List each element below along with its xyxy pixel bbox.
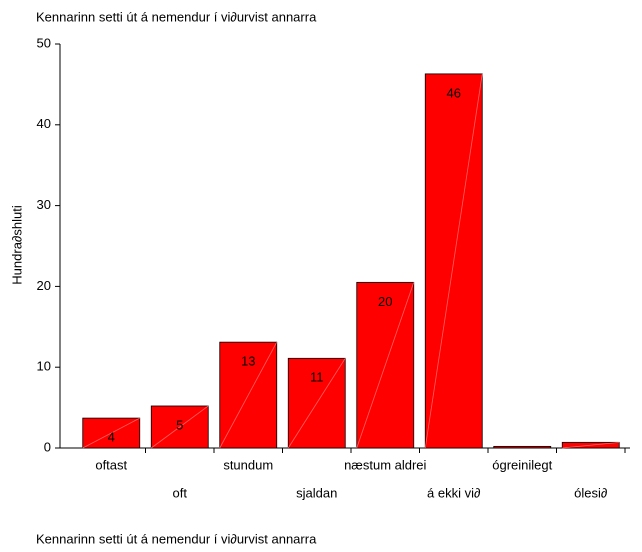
bar (493, 445, 552, 449)
x-axis-label: Kennarinn setti út á nemendur í vi∂urvis… (36, 531, 317, 546)
y-axis-label: Hundra∂shluti (9, 205, 24, 285)
x-tick-label: stundum (223, 457, 273, 472)
bar-shade (356, 282, 415, 449)
bar-shade (151, 405, 209, 449)
data-label: 20 (378, 294, 392, 309)
x-tick-label: á ekki vi∂ (427, 485, 480, 500)
bar-shade (562, 441, 620, 449)
x-tick-label: oft (173, 485, 188, 500)
y-tick-label: 20 (37, 278, 51, 293)
x-tick-label: næstum aldrei (344, 457, 426, 472)
y-tick-label: 30 (37, 197, 51, 212)
y-tick-label: 10 (37, 359, 51, 374)
y-tick-label: 50 (37, 35, 51, 50)
y-tick-label: 0 (44, 439, 51, 454)
data-label: 4 (108, 430, 115, 445)
bar-shade (219, 341, 278, 449)
data-label: 11 (310, 370, 324, 385)
x-tick-label: oftast (95, 457, 127, 472)
bar-shade (82, 417, 140, 449)
x-tick-label: sjaldan (296, 485, 337, 500)
chart-title: Kennarinn setti út á nemendur í vi∂urvis… (36, 9, 317, 24)
x-tick-label: ólesi∂ (574, 485, 607, 500)
bar-shade (287, 358, 346, 449)
y-tick-label: 40 (37, 116, 51, 131)
data-label: 5 (176, 417, 183, 432)
x-tick-label: ógreinilegt (492, 457, 552, 472)
data-label: 46 (447, 85, 461, 100)
bar-shade (424, 73, 483, 449)
data-label: 13 (241, 354, 255, 369)
